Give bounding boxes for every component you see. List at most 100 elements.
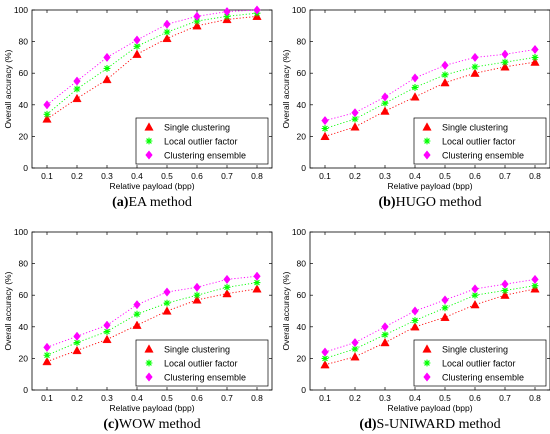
y-tick-label: 0 [23,385,28,395]
y-tick-label: 60 [297,68,307,78]
legend-marker-1 [145,359,153,367]
x-axis-label: Relative payload (bpp) [109,181,194,191]
data-point-series-0 [350,352,360,361]
x-tick-label: 0.4 [131,393,143,403]
data-point-series-2 [441,60,449,70]
data-point-series-0 [102,74,112,84]
x-tick-label: 0.6 [191,393,203,403]
x-tick-label: 0.3 [101,171,113,181]
x-tick-label: 0.7 [221,171,233,181]
y-tick-label: 0 [301,163,306,173]
data-point-series-0 [500,290,510,299]
data-point-series-2 [193,11,201,21]
x-tick-label: 0.6 [469,393,481,403]
data-point-series-1 [163,299,171,307]
data-point-series-2 [411,306,419,316]
caption-text: HUGO method [396,195,482,210]
legend-marker-1 [423,359,431,367]
data-point-series-0 [440,312,450,321]
x-tick-label: 0.3 [101,393,113,403]
data-point-series-0 [380,337,390,347]
data-point-series-0 [192,295,202,304]
x-tick-label: 0.1 [41,171,53,181]
data-point-series-2 [381,322,389,332]
data-point-series-0 [132,49,142,58]
data-point-series-2 [133,300,141,310]
data-point-series-1 [351,345,359,353]
data-point-series-1 [351,115,359,123]
legend-label-0: Single clustering [164,345,230,355]
data-point-series-0 [500,62,510,71]
data-point-series-0 [470,68,480,77]
data-point-series-2 [351,337,359,348]
figure-caption: (a)EA method [112,195,192,210]
y-axis-label: Overall accuracy (%) [3,49,13,128]
caption-letter: (b) [378,195,395,210]
data-point-series-1 [253,279,261,286]
y-tick-label: 60 [19,290,29,300]
data-point-series-1 [223,283,231,291]
legend-label-0: Single clustering [442,123,508,133]
legend-marker-0 [144,122,154,131]
y-tick-label: 0 [301,385,306,395]
x-tick-label: 0.2 [349,393,361,403]
data-point-series-2 [411,73,419,83]
legend-box [135,117,269,165]
y-tick-label: 60 [297,290,307,300]
legend-label-2: Clustering ensemble [442,151,524,161]
data-point-series-0 [320,131,330,141]
x-tick-label: 0.5 [161,171,173,181]
y-tick-label: 20 [297,131,307,141]
y-tick-label: 20 [19,353,29,363]
data-point-series-0 [410,92,420,101]
x-tick-label: 0.3 [379,171,391,181]
figure-caption: (c)WOW method [103,417,200,432]
series-line-0 [46,15,258,120]
series-line-2 [324,278,536,353]
data-point-series-1 [73,85,81,93]
legend-marker-0 [144,344,154,353]
y-tick-label: 80 [297,37,307,47]
legend-marker-1 [145,137,153,145]
y-tick-label: 20 [19,131,29,141]
data-point-series-2 [471,284,479,294]
caption-letter: (d) [359,417,376,432]
data-point-series-2 [73,331,81,341]
panel-2: 0 20 40 60 80 100 0.1 0.2 0.3 0.4 0.5 0.6 0.7 0.8 Rela… [3,227,273,432]
y-tick-label: 80 [297,259,307,269]
y-tick-label: 40 [297,100,307,110]
y-tick-label: 80 [19,259,29,269]
data-point-series-0 [222,288,232,298]
y-tick-label: 20 [297,353,307,363]
legend-label-2: Clustering ensemble [164,373,246,383]
caption-letter: (a) [112,195,129,210]
legend-box [135,339,269,387]
legend-box [413,339,547,387]
data-point-series-0 [102,334,112,344]
data-point-series-0 [470,299,480,309]
data-point-series-0 [192,21,202,30]
x-tick-label: 0.7 [499,171,511,181]
data-point-series-2 [193,282,201,292]
y-axis-label: Overall accuracy (%) [281,49,291,128]
x-tick-label: 0.2 [71,393,83,403]
data-point-series-1 [381,331,389,339]
data-point-series-2 [103,320,111,330]
data-point-series-2 [133,35,141,45]
data-point-series-2 [321,115,329,126]
data-point-series-0 [42,356,52,366]
x-tick-label: 0.2 [71,171,83,181]
y-tick-label: 40 [19,100,29,110]
legend-marker-2 [423,150,431,160]
data-point-series-0 [252,284,262,293]
data-point-series-1 [411,84,419,91]
data-point-series-0 [530,57,540,66]
y-axis-label: Overall accuracy (%) [281,271,291,350]
x-tick-label: 0.8 [529,171,541,181]
data-point-series-2 [351,108,359,118]
data-point-series-2 [531,274,539,285]
data-point-series-1 [133,310,141,318]
data-point-series-1 [441,71,449,79]
data-point-series-1 [43,110,51,118]
